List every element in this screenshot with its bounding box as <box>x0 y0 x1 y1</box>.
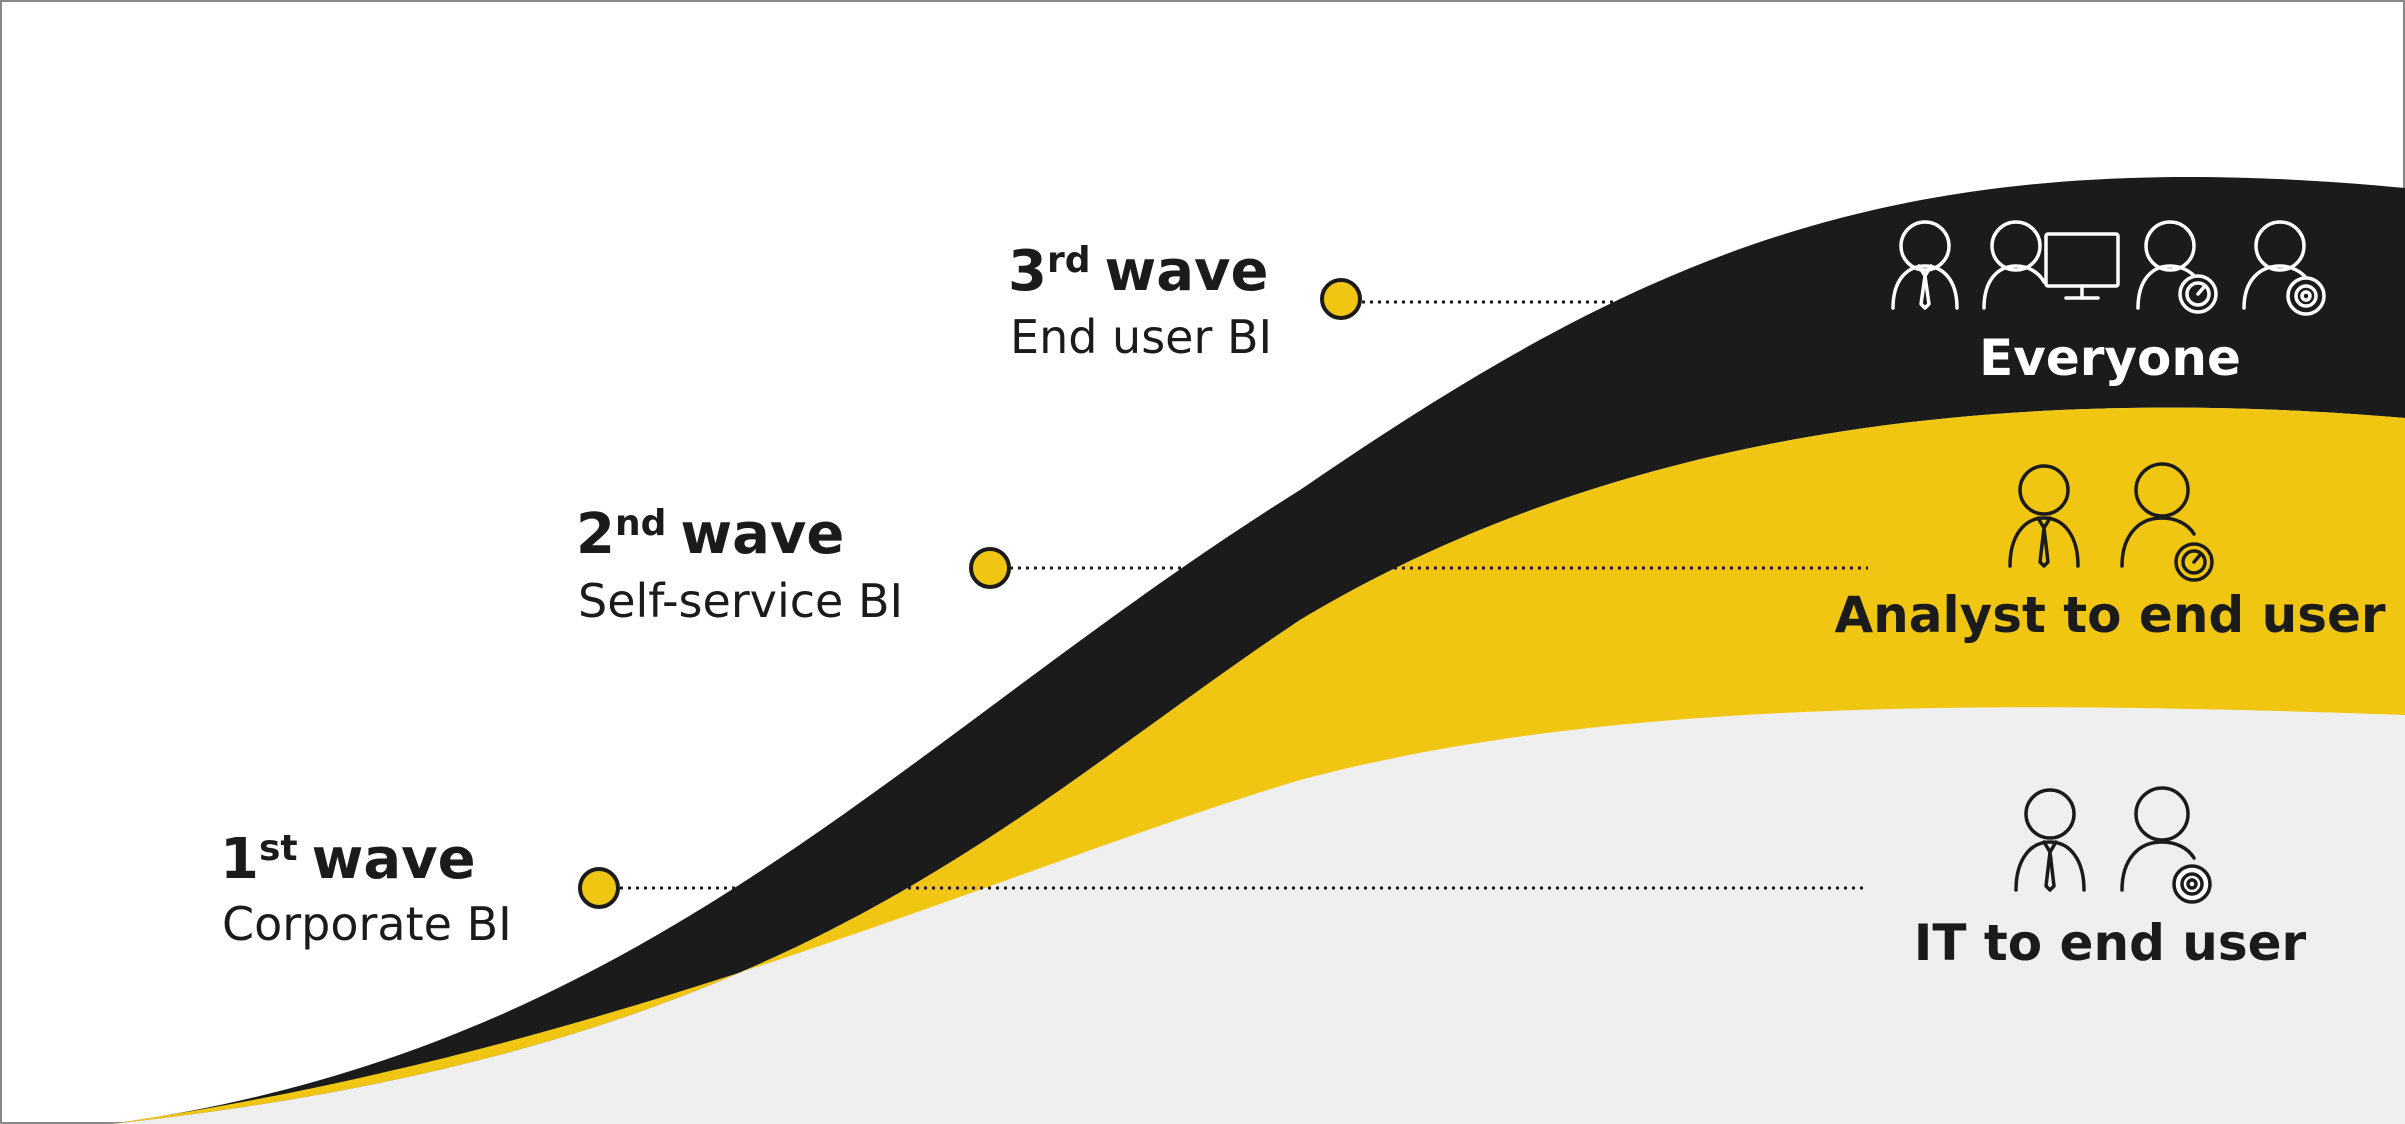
person-gauge-icon <box>2120 462 2214 582</box>
wave-3-label: 3rd wave End user BI <box>1008 239 1272 364</box>
wave-1-label: 1st wave Corporate BI <box>220 827 512 951</box>
wave-2-suffix: nd <box>615 503 666 544</box>
wave-2-marker <box>969 547 1011 589</box>
wave-1-marker <box>578 867 620 909</box>
audience-it-label: IT to end user <box>1914 914 2307 972</box>
wave-1-suffix: st <box>259 828 298 869</box>
person-gauge-icon <box>2136 220 2218 314</box>
wave-2-subtitle: Self-service BI <box>578 574 903 628</box>
person-tie-icon <box>2014 788 2086 892</box>
person-gear-icon <box>2242 220 2326 316</box>
wave-1-word: wave <box>312 827 476 892</box>
wave-3-subtitle: End user BI <box>1010 310 1272 364</box>
wave-1-subtitle: Corporate BI <box>222 897 512 951</box>
audience-analyst-label: Analyst to end user <box>1834 586 2385 644</box>
person-monitor-icon <box>1982 220 2120 310</box>
wave-3-marker <box>1320 278 1362 320</box>
person-tie-icon <box>2008 464 2080 568</box>
wave-2-word: wave <box>680 502 844 567</box>
band-yellow-analyst <box>110 407 2405 1124</box>
band-black-everyone <box>110 176 2405 1124</box>
wave-2-label: 2nd wave Self-service BI <box>576 502 903 628</box>
band-grey-it <box>110 707 2405 1124</box>
person-gear-icon <box>2120 786 2212 904</box>
person-tie-icon <box>1891 220 1959 310</box>
wave-3-number: 3 <box>1008 239 1047 304</box>
wave-2-number: 2 <box>576 502 615 567</box>
wave-3-suffix: rd <box>1047 240 1091 281</box>
audience-everyone-label: Everyone <box>1979 329 2241 387</box>
wave-3-word: wave <box>1105 239 1269 304</box>
wave-1-number: 1 <box>220 827 259 892</box>
